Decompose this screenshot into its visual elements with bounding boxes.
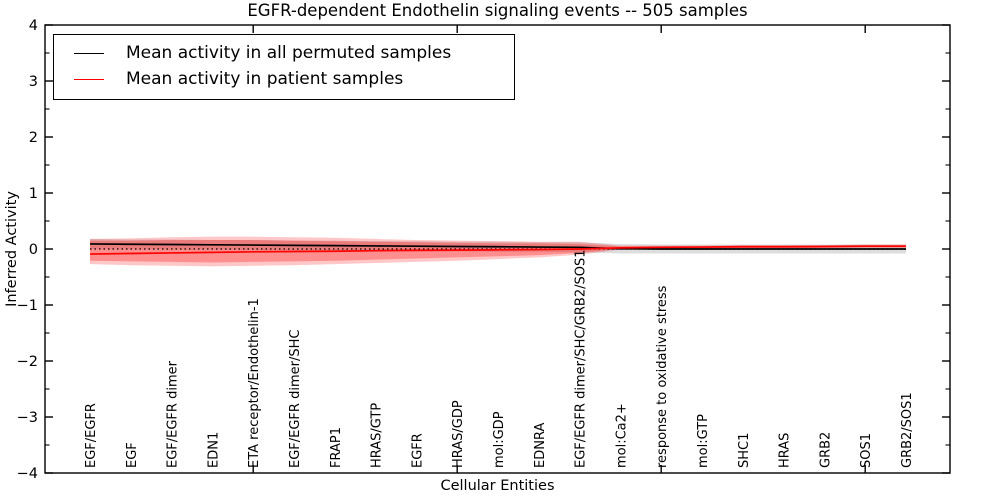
legend-item-permuted: Mean activity in all permuted samples	[74, 40, 504, 66]
y-tick-label: 1	[29, 186, 38, 202]
legend-item-patient: Mean activity in patient samples	[74, 66, 504, 92]
permuted-line-swatch	[74, 52, 104, 54]
y-tick-label: 3	[29, 74, 38, 90]
patient-line-swatch	[74, 78, 104, 80]
x-category-label: SOS1	[859, 433, 874, 468]
x-category-label: mol:Ca2+	[614, 403, 629, 468]
y-tick-label: −2	[17, 354, 38, 370]
x-category-label: GRB2/SOS1	[900, 392, 915, 468]
chart-title: EGFR-dependent Endothelin signaling even…	[247, 1, 748, 20]
x-category-label: response to oxidative stress	[655, 285, 670, 468]
x-category-label: EGF	[125, 442, 140, 468]
x-category-label: EDN1	[206, 432, 221, 468]
y-tick-label: 0	[29, 242, 38, 258]
x-category-label: EGF/EGFR dimer/SHC/GRB2/SOS1	[574, 250, 589, 469]
legend-label-patient: Mean activity in patient samples	[126, 69, 404, 89]
band-patient-samples-range-outer	[90, 236, 906, 267]
y-tick-label: −4	[17, 466, 38, 482]
patient-mean-line	[89, 245, 906, 255]
x-category-label: HRAS	[778, 433, 793, 468]
y-tick-label: −3	[17, 410, 38, 426]
y-tick-label: 2	[29, 130, 38, 146]
y-tick-label: −1	[17, 298, 38, 314]
permuted-mean-line	[89, 243, 906, 250]
x-category-label: FRAP1	[329, 427, 344, 468]
x-category-label: EGFR	[410, 433, 425, 468]
x-category-label: SHC1	[737, 433, 752, 468]
x-category-label: mol:GDP	[492, 411, 507, 468]
y-tick-label: 4	[29, 18, 38, 34]
legend: Mean activity in all permuted samples Me…	[53, 34, 515, 100]
x-category-label: GRB2	[818, 432, 833, 468]
x-category-label: EGF/EGFR dimer/SHC	[288, 330, 303, 468]
x-axis-label: Cellular Entities	[440, 478, 555, 494]
x-category-label: EDNRA	[533, 423, 548, 468]
y-axis-label: Inferred Activity	[4, 191, 20, 307]
x-category-label: ETA receptor/Endothelin-1	[247, 298, 262, 468]
x-category-label: HRAS/GDP	[451, 400, 466, 468]
x-category-label: EGF/EGFR dimer	[166, 360, 181, 468]
x-category-label: HRAS/GTP	[370, 403, 385, 468]
x-category-label: mol:GTP	[696, 414, 711, 468]
x-category-label: EGF/EGFR	[84, 403, 99, 468]
legend-label-permuted: Mean activity in all permuted samples	[126, 43, 452, 63]
